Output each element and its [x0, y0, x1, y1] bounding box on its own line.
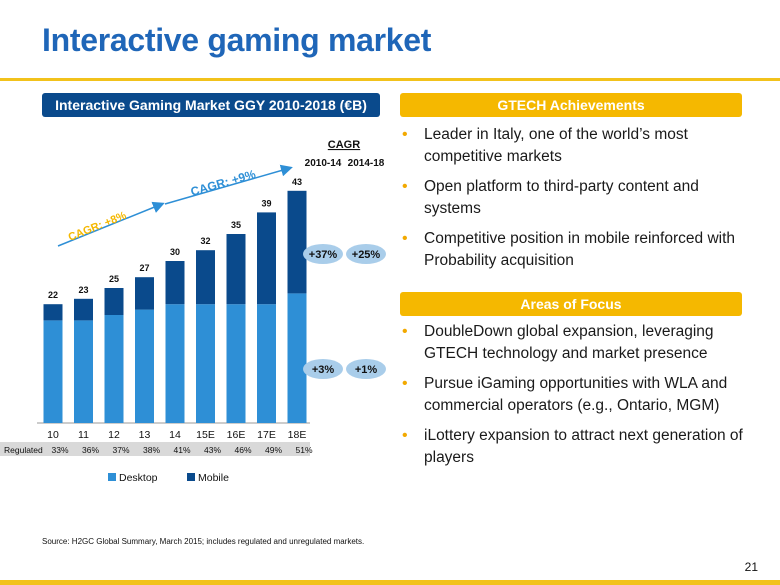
x-tick-label: 10 [47, 429, 59, 441]
bar-mobile [226, 234, 246, 305]
x-tick-label: 15E [196, 429, 215, 441]
x-tick-label: 16E [227, 429, 246, 441]
bar-mobile [135, 277, 154, 310]
regulated-value: 36% [82, 445, 99, 455]
achievements-banner: GTECH Achievements [400, 93, 742, 117]
cagr-period-label: 2014-18 [348, 158, 385, 169]
source-footnote: Source: H2GC Global Summary, March 2015;… [42, 537, 365, 546]
bar-mobile [43, 304, 63, 321]
regulated-value: 38% [143, 445, 160, 455]
cagr-arrow-2010-14 [57, 201, 165, 247]
bar-desktop [287, 293, 307, 423]
bar-desktop [196, 304, 215, 423]
achievement-bullet: Open platform to third-party content and… [400, 176, 745, 220]
bar-mobile [104, 288, 124, 315]
total-label: 35 [231, 220, 241, 230]
achievement-bullet: Leader in Italy, one of the world’s most… [400, 124, 745, 168]
bar-mobile [74, 298, 93, 321]
total-label: 30 [170, 247, 180, 257]
cagr-desktop-value: +1% [355, 364, 378, 376]
regulated-strip [0, 442, 310, 456]
achievement-bullet: Competitive position in mobile reinforce… [400, 228, 745, 272]
bar-mobile [165, 261, 185, 305]
cagr-desktop-pill [303, 359, 343, 379]
bar-mobile [287, 190, 307, 294]
total-label: 39 [261, 198, 271, 208]
legend-mobile-swatch [187, 473, 195, 481]
cagr-header: CAGR [328, 139, 360, 151]
bar-desktop [43, 320, 63, 423]
total-label: 32 [200, 236, 210, 246]
bar-desktop [74, 320, 93, 423]
bar-desktop [104, 315, 124, 423]
regulated-value: 49% [265, 445, 282, 455]
cagr-mobile-pill [346, 244, 386, 264]
title-underline [0, 78, 780, 81]
regulated-value: 41% [173, 445, 190, 455]
cagr-desktop-value: +3% [312, 364, 335, 376]
focus-bullet: iLottery expansion to attract next gener… [400, 425, 745, 469]
regulated-value: 37% [112, 445, 129, 455]
total-label: 23 [78, 285, 88, 295]
cagr-arrow-2014-18 [164, 164, 293, 205]
bar-desktop [226, 304, 246, 423]
bar-mobile [257, 212, 276, 305]
legend-mobile-label: Mobile [198, 472, 229, 484]
cagr-label-2010-14: CAGR: +8% [67, 210, 129, 244]
regulated-value: 51% [295, 445, 312, 455]
regulated-value: 33% [51, 445, 68, 455]
regulated-label: Regulated [4, 445, 43, 455]
cagr-period-label: 2010-14 [305, 158, 342, 169]
legend-desktop-label: Desktop [119, 472, 158, 484]
bar-desktop [257, 304, 276, 423]
total-label: 27 [139, 263, 149, 273]
page-title: Interactive gaming market [42, 22, 432, 58]
legend-desktop-swatch [108, 473, 116, 481]
focus-list: DoubleDown global expansion, leveraging … [400, 321, 745, 477]
bottom-rule [0, 580, 780, 585]
cagr-mobile-pill [303, 244, 343, 264]
achievements-list: Leader in Italy, one of the world’s most… [400, 124, 745, 280]
total-label: 43 [292, 177, 302, 187]
cagr-desktop-pill [346, 359, 386, 379]
x-tick-label: 17E [257, 429, 276, 441]
regulated-value: 43% [204, 445, 221, 455]
total-label: 25 [109, 274, 119, 284]
focus-banner: Areas of Focus [400, 292, 742, 316]
bar-desktop [135, 309, 154, 423]
x-tick-label: 11 [78, 429, 89, 441]
cagr-mobile-value: +37% [309, 249, 338, 261]
focus-bullet: DoubleDown global expansion, leveraging … [400, 321, 745, 365]
focus-bullet: Pursue iGaming opportunities with WLA an… [400, 373, 745, 417]
regulated-value: 46% [234, 445, 251, 455]
chart-banner: Interactive Gaming Market GGY 2010-2018 … [42, 93, 380, 117]
cagr-label-2014-18: CAGR: +9% [189, 167, 258, 199]
x-tick-label: 14 [169, 429, 181, 441]
x-tick-label: 13 [139, 429, 151, 441]
cagr-mobile-value: +25% [352, 249, 381, 261]
bar-desktop [165, 304, 185, 423]
x-tick-label: 18E [288, 429, 307, 441]
page-number: 21 [744, 560, 758, 574]
x-tick-label: 12 [108, 429, 120, 441]
bar-mobile [196, 250, 215, 305]
total-label: 22 [48, 290, 58, 300]
